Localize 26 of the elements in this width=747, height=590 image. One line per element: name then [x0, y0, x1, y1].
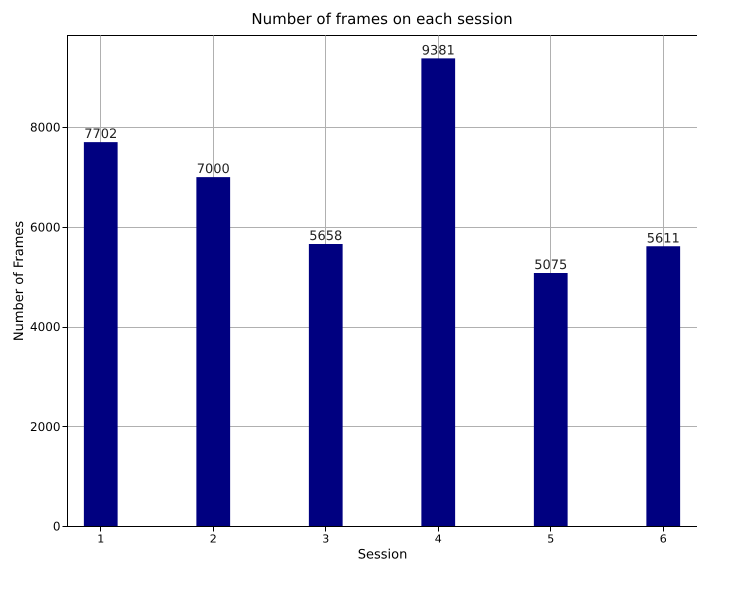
bar — [646, 246, 680, 526]
y-tick-label: 8000 — [30, 120, 60, 135]
x-tick-label: 4 — [434, 532, 442, 546]
bar — [421, 58, 456, 526]
bar — [196, 177, 230, 526]
x-axis-title: Session — [358, 548, 408, 562]
x-tick-label: 2 — [210, 532, 217, 546]
data-label: 5658 — [309, 228, 342, 244]
bar — [84, 142, 118, 526]
y-tick-label: 4000 — [30, 320, 60, 334]
x-tick-label: 5 — [547, 532, 554, 546]
data-label: 7000 — [196, 162, 230, 178]
x-tick-label: 1 — [97, 532, 104, 546]
data-label: 7702 — [84, 127, 118, 142]
y-tick-label: 2000 — [30, 420, 60, 434]
bar — [308, 244, 343, 526]
chart-title: Number of frames on each session — [251, 10, 513, 28]
y-axis-title: Number of Frames — [12, 220, 27, 342]
bar — [534, 273, 568, 526]
x-tick-label: 3 — [322, 532, 330, 546]
y-tick-label: 6000 — [30, 220, 60, 234]
x-tick-label: 6 — [660, 532, 667, 546]
data-label: 9381 — [422, 43, 455, 58]
data-label: 5611 — [646, 231, 680, 246]
data-label: 5075 — [534, 258, 568, 274]
y-tick-label: 0 — [52, 520, 60, 534]
